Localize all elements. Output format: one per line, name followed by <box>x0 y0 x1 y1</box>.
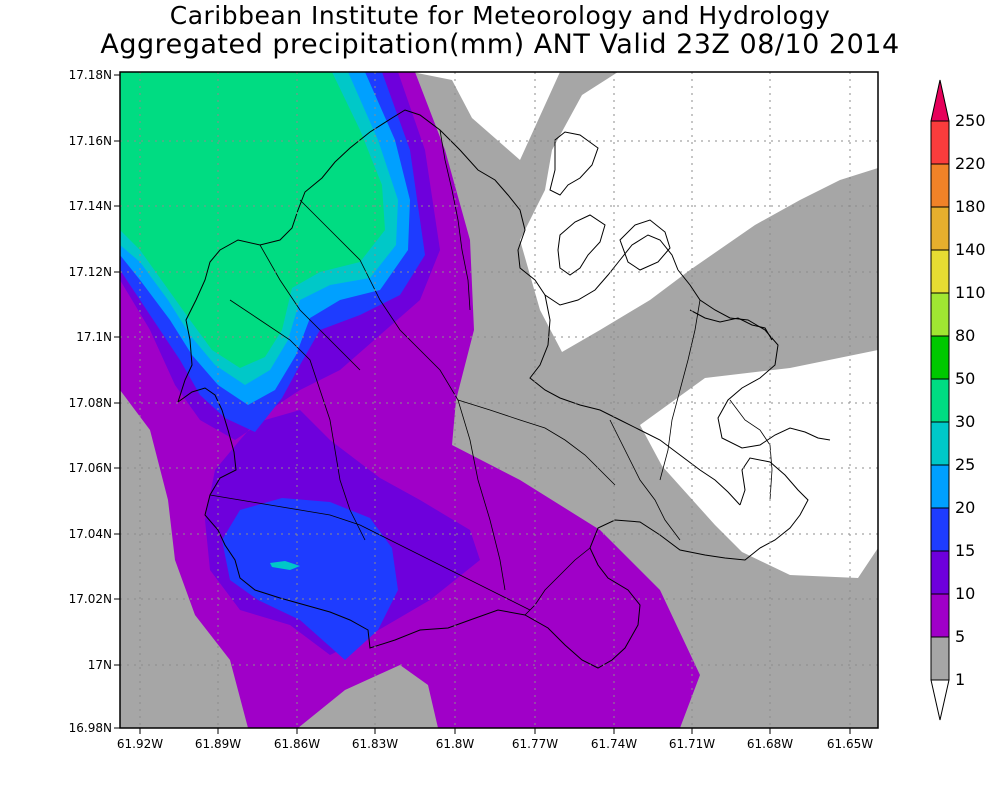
lat-tick-label: 17.18N <box>69 68 112 82</box>
map-title: Caribbean Institute for Meteorology and … <box>0 2 1000 60</box>
colorbar-swatch <box>930 378 950 423</box>
field-cyan-streak <box>270 561 300 570</box>
colorbar-swatch <box>930 206 950 251</box>
lon-tick-label: 61.77W <box>512 737 558 751</box>
precipitation-field <box>120 72 878 728</box>
colorbar-label: 220 <box>955 154 986 173</box>
colorbar-label: 5 <box>955 627 965 646</box>
colorbar-label: 140 <box>955 240 986 259</box>
plot-frame <box>119 71 879 729</box>
lon-tick-label: 61.89W <box>195 737 241 751</box>
colorbar-label: 15 <box>955 541 975 560</box>
lon-tick-label: 61.86W <box>274 737 320 751</box>
lat-tick-label: 17.16N <box>69 134 112 148</box>
lat-tick-label: 17.14N <box>69 199 112 213</box>
lon-tick-label: 61.83W <box>352 737 398 751</box>
colorbar-swatch <box>930 464 950 509</box>
colorbar-cap-top <box>930 79 950 122</box>
colorbar-swatch <box>930 120 950 165</box>
lat-tick-label: 16.98N <box>69 721 112 735</box>
title-product: Aggregated precipitation(mm) ANT Valid 2… <box>100 29 900 60</box>
lon-tick-label: 61.68W <box>747 737 793 751</box>
field-blue-south <box>222 498 398 660</box>
title-institute: Caribbean Institute for Meteorology and … <box>169 1 831 30</box>
lat-axis: 17.18N 17.16N 17.14N 17.12N 17.1N 17.08N… <box>69 68 120 735</box>
colorbar-label: 1 <box>955 670 965 689</box>
lat-tick-label: 17.06N <box>69 461 112 475</box>
lat-tick-label: 17N <box>88 658 112 672</box>
lon-tick-marks <box>139 728 851 734</box>
grid-lines <box>120 72 878 728</box>
colorbar-label: 250 <box>955 111 986 130</box>
colorbar-swatch <box>930 163 950 208</box>
lon-tick-label: 61.65W <box>827 737 873 751</box>
colorbar-swatch <box>930 421 950 466</box>
colorbar-label: 180 <box>955 197 986 216</box>
lat-tick-marks <box>114 74 120 729</box>
parish-boundaries <box>209 129 773 616</box>
colorbar-swatch <box>930 636 950 681</box>
colorbar-swatch <box>930 507 950 552</box>
colorbar-labels: 1 5 10 15 20 25 30 50 80 110 140 180 220… <box>955 111 986 689</box>
lon-tick-label: 61.92W <box>117 737 163 751</box>
lon-axis: 61.92W 61.89W 61.86W 61.83W 61.8W 61.77W… <box>117 728 873 751</box>
colorbar-label: 110 <box>955 283 986 302</box>
field-green <box>120 72 385 368</box>
colorbar-label: 80 <box>955 326 975 345</box>
colorbar-label: 30 <box>955 412 975 431</box>
colorbar-label: 20 <box>955 498 975 517</box>
colorbar-swatch <box>930 335 950 380</box>
colorbar-label: 25 <box>955 455 975 474</box>
colorbar-swatch <box>930 593 950 638</box>
lon-tick-label: 61.71W <box>669 737 715 751</box>
lon-tick-label: 61.8W <box>436 737 475 751</box>
lat-tick-label: 17.1N <box>76 330 112 344</box>
colorbar-label: 50 <box>955 369 975 388</box>
lat-tick-label: 17.02N <box>69 592 112 606</box>
lat-tick-label: 17.08N <box>69 396 112 410</box>
colorbar-swatch <box>930 550 950 595</box>
lon-tick-label: 61.74W <box>591 737 637 751</box>
lat-tick-label: 17.12N <box>69 265 112 279</box>
lat-tick-label: 17.04N <box>69 527 112 541</box>
colorbar-swatch <box>930 292 950 337</box>
colorbar-cap-bottom <box>930 679 950 721</box>
colorbar <box>930 79 950 721</box>
colorbar-label: 10 <box>955 584 975 603</box>
island-coastline <box>177 109 831 669</box>
colorbar-swatch <box>930 249 950 294</box>
